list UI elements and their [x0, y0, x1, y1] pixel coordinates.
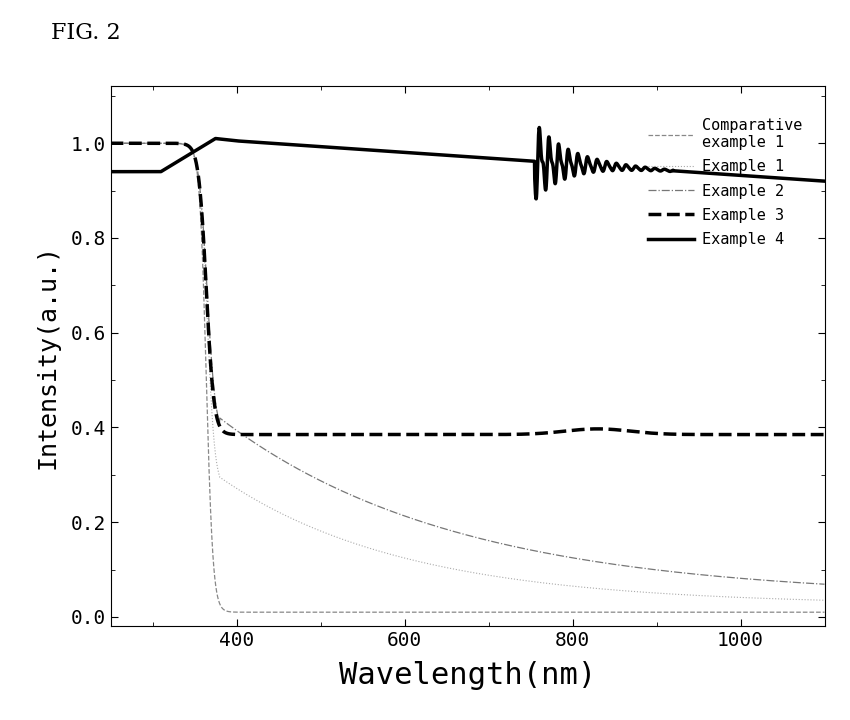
Comparative
example 1	[806, 608, 816, 616]
Line: Example 2: Example 2	[110, 143, 824, 584]
Example 2	[187, 147, 197, 156]
Example 2	[411, 516, 421, 524]
Example 3	[411, 431, 421, 439]
Example 1	[105, 139, 116, 148]
Example 3	[819, 431, 830, 439]
Example 4	[379, 147, 389, 156]
Comparative
example 1	[379, 608, 389, 616]
Comparative
example 1	[341, 608, 351, 616]
Example 4	[230, 136, 240, 145]
Example 2	[728, 573, 739, 582]
Legend: Comparative
example 1, Example 1, Example 2, Example 3, Example 4: Comparative example 1, Example 1, Exampl…	[641, 110, 810, 255]
Y-axis label: Intensity(a.u.): Intensity(a.u.)	[36, 244, 60, 469]
Comparative
example 1	[411, 608, 421, 616]
Example 1	[230, 482, 240, 491]
Example 2	[230, 425, 240, 433]
Example 1	[411, 557, 421, 565]
Example 4	[105, 167, 116, 176]
Text: FIG. 2: FIG. 2	[51, 22, 121, 44]
Example 2	[819, 580, 830, 588]
Example 1	[728, 593, 739, 601]
Line: Comparative
example 1: Comparative example 1	[110, 143, 824, 612]
Example 4	[806, 176, 816, 184]
Comparative
example 1	[728, 608, 739, 616]
Line: Example 1: Example 1	[110, 143, 824, 600]
Example 2	[805, 579, 815, 588]
Example 3	[728, 431, 739, 439]
Example 4	[187, 148, 197, 157]
Example 3	[230, 430, 240, 438]
Line: Example 3: Example 3	[110, 143, 824, 435]
Example 3	[187, 145, 197, 154]
Example 2	[379, 504, 389, 513]
Comparative
example 1	[187, 145, 197, 154]
Example 3	[379, 431, 389, 439]
Example 2	[105, 139, 116, 148]
Comparative
example 1	[819, 608, 830, 616]
Example 3	[105, 139, 116, 148]
Example 4	[531, 194, 541, 203]
Example 1	[379, 548, 389, 557]
Comparative
example 1	[230, 608, 240, 616]
Comparative
example 1	[105, 139, 116, 148]
Example 3	[335, 431, 345, 439]
Example 4	[729, 171, 740, 179]
X-axis label: Wavelength(nm): Wavelength(nm)	[339, 662, 596, 690]
Example 1	[819, 596, 830, 605]
Example 4	[534, 123, 544, 132]
Example 1	[187, 145, 197, 154]
Example 4	[819, 177, 830, 186]
Example 1	[805, 595, 815, 604]
Line: Example 4: Example 4	[110, 127, 824, 199]
Example 4	[411, 149, 421, 158]
Example 3	[806, 431, 816, 439]
